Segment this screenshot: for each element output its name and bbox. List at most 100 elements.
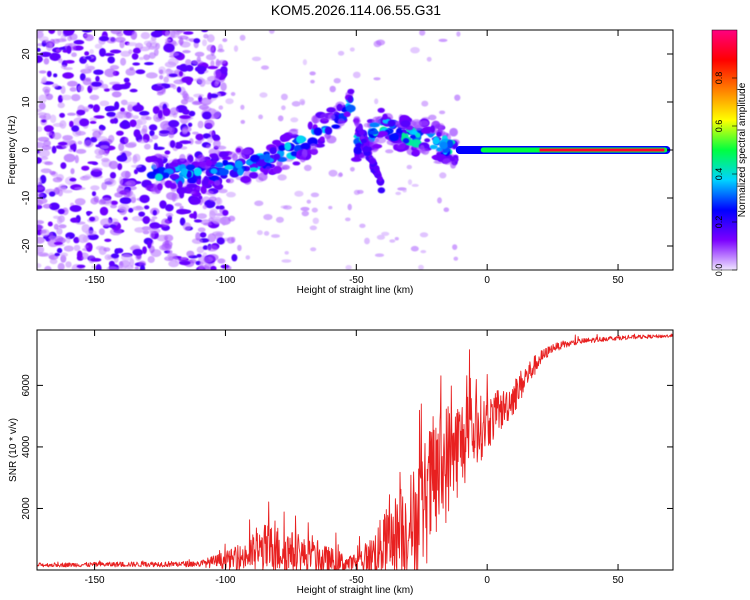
colorbar-gradient — [711, 29, 738, 271]
spectrogram-cell — [182, 90, 188, 99]
spectrogram-cell — [375, 39, 386, 46]
spectrogram-cell — [410, 245, 419, 252]
spectrogram-cell — [38, 30, 44, 33]
spectrogram-cell — [91, 167, 103, 172]
spectrogram-cell — [152, 161, 159, 170]
x-tick-label: -150 — [85, 575, 105, 586]
spectrogram-cell — [452, 244, 458, 251]
spectrogram-cell — [169, 140, 176, 148]
spectrogram-cell — [77, 140, 83, 145]
spectrogram-cell — [218, 105, 224, 110]
spectrogram-cell — [207, 233, 216, 243]
spectrogram-cell — [161, 218, 170, 227]
spectrogram-cell — [52, 177, 63, 183]
spectrogram-cell — [239, 34, 246, 41]
spectrogram-cell — [328, 169, 338, 177]
spectrogram-cell — [409, 134, 417, 139]
spectrogram-cell — [136, 118, 147, 125]
spectrogram-cell — [345, 265, 352, 270]
spectrogram-cell — [263, 231, 270, 236]
spectrogram-cell — [358, 129, 365, 136]
spectrogram-cell — [44, 161, 54, 166]
spectrogram-cell — [153, 168, 160, 174]
spectrogram-cell — [402, 188, 407, 193]
spectrogram-cell — [200, 185, 207, 194]
spectrogram-cell — [263, 153, 271, 162]
spectrogram-cell — [37, 202, 43, 206]
spectrogram-cell — [37, 252, 49, 257]
spectrogram-cell — [63, 30, 74, 36]
spectrogram-cell — [49, 114, 57, 124]
spectrogram-cell — [56, 216, 63, 225]
spectrogram-cell — [110, 30, 123, 35]
spectrogram-cell — [226, 191, 236, 198]
spectrogram-cell — [109, 172, 117, 179]
spectrogram-cell — [240, 119, 246, 124]
spectrogram-cell — [93, 115, 105, 119]
spectrogram-cell — [42, 203, 52, 209]
spectrogram-cell — [82, 78, 92, 86]
spectrogram-cell — [312, 115, 318, 125]
spectrogram-cell — [281, 164, 290, 170]
spectrogram-cell — [199, 261, 204, 266]
spectrogram-cell — [206, 180, 215, 185]
spectrogram-cell — [164, 30, 170, 38]
spectrogram-cell — [155, 42, 161, 50]
spectrogram-cell — [138, 260, 147, 268]
spectrogram-cell — [215, 205, 221, 210]
colorbar: 0.0 0.2 0.4 0.6 0.8 Normalized spectral ampl… — [711, 29, 748, 276]
spectrogram-cell — [240, 104, 245, 110]
spectrogram-cell — [60, 162, 67, 170]
spectrogram-cell — [373, 165, 380, 173]
spectrogram-cell — [65, 236, 71, 244]
spectrogram-cell — [303, 164, 312, 172]
spectrogram-cell — [310, 247, 317, 252]
spectrogram-cell — [176, 208, 189, 215]
spectrogram-cell — [283, 205, 292, 210]
spectrogram-cell — [95, 154, 103, 159]
spectrogram-cell — [132, 115, 139, 120]
x-tick-label: -50 — [349, 575, 364, 586]
spectrogram-cell — [196, 213, 207, 220]
spectrogram-cell — [228, 215, 236, 222]
spectrogram-cell — [181, 168, 188, 176]
spectrogram-cell — [269, 30, 275, 34]
spectrogram-cell — [137, 139, 148, 144]
spectrogram-cell — [139, 110, 150, 116]
spectrogram-cell — [110, 200, 118, 206]
spectrogram-cell — [176, 86, 182, 93]
spectrogram-cell — [349, 47, 355, 52]
spectrogram-cell — [89, 120, 97, 124]
spectrogram-cell — [281, 105, 286, 111]
spectrogram-cell — [165, 38, 172, 42]
spectrogram-cell — [64, 60, 75, 64]
spectrogram-cell — [327, 113, 336, 121]
spectrogram-cell — [91, 191, 97, 197]
spectrogram-cell — [179, 115, 191, 119]
spectrogram-cell — [205, 159, 213, 167]
spectrogram-cell — [143, 54, 151, 61]
spectrogram-cell — [353, 117, 361, 125]
spectrogram-cell — [89, 49, 94, 55]
spectrogram-cell — [194, 140, 202, 145]
spectrogram-cell — [199, 232, 207, 238]
spectrogram-cell — [49, 202, 60, 211]
spectrogram-cell — [123, 77, 130, 83]
spectrogram-cell — [93, 195, 100, 203]
spectrogram-cell — [48, 30, 56, 34]
spectrogram-cell — [125, 112, 132, 119]
spectrogram-cell — [102, 83, 109, 90]
spectrogram-cell — [443, 207, 450, 212]
spectrogram-cell — [456, 31, 461, 37]
spectrogram-cell — [148, 124, 158, 131]
spectrogram-cell — [454, 94, 461, 101]
spectrogram-cell — [109, 65, 120, 70]
spectrogram-cell — [394, 237, 399, 241]
spectrogram-image — [37, 30, 671, 270]
spectrogram-cell — [131, 215, 143, 222]
spectrogram-cell — [210, 47, 215, 56]
spectrogram-cell — [217, 48, 225, 53]
spectrogram-cell — [347, 95, 354, 103]
spectrogram-cell — [74, 187, 86, 190]
